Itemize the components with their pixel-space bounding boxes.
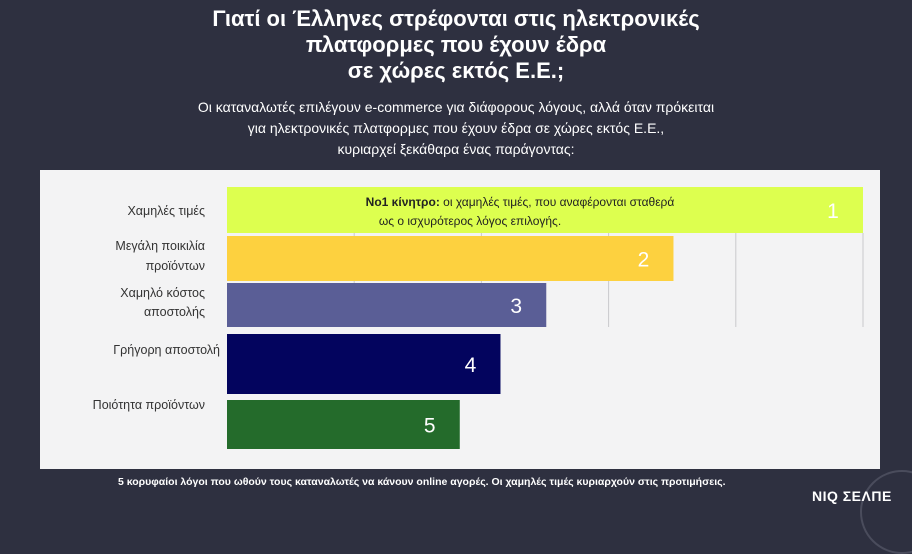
subtitle-line: Οι καταναλωτές επιλέγουν e-commerce για … <box>197 99 715 115</box>
bar <box>227 236 674 281</box>
logo: NIQ ΣΕΛΠΕ <box>812 488 892 504</box>
title-line: Γιατί οι Έλληνες στρέφονται στις ηλεκτρο… <box>212 6 700 31</box>
category-label: Χαμηλό κόστος <box>120 286 205 300</box>
annotation-line: No1 κίνητρο: οι χαμηλές τιμές, που αναφέ… <box>366 195 675 209</box>
data-label: 1 <box>827 200 839 223</box>
category-label: Ποιότητα προϊόντων <box>93 398 205 412</box>
chart-panel: 1 Χαμηλές τιμές 2 Μεγάλη ποικιλία προϊόντων 3… <box>40 170 880 469</box>
data-label: 4 <box>465 354 477 377</box>
data-label: 3 <box>510 295 522 318</box>
subtitle-line: για ηλεκτρονικές πλατφορμες που έχουν έδ… <box>247 120 665 136</box>
category-label: αποστολής <box>144 305 205 319</box>
footer-note: 5 κορυφαίοι λόγοι που ωθούν τους καταναλ… <box>118 476 726 488</box>
bar-chart: 1 Χαμηλές τιμές 2 Μεγάλη ποικιλία προϊόντων 3… <box>93 187 864 449</box>
page-subtitle: Οι καταναλωτές επιλέγουν e-commerce για … <box>0 97 912 160</box>
category-label: Γρήγορη αποστολή <box>113 343 220 357</box>
subtitle-line: κυριαρχεί ξεκάθαρα ένας παράγοντας: <box>337 141 575 157</box>
bar <box>227 187 863 233</box>
bar <box>227 400 460 449</box>
category-label: Μεγάλη ποικιλία <box>115 239 205 253</box>
title-line: πλατφορμες που έχουν έδρα <box>305 32 607 57</box>
category-label: Χαμηλές τιμές <box>127 204 205 218</box>
page-title: Γιατί οι Έλληνες στρέφονται στις ηλεκτρο… <box>0 6 912 84</box>
data-label: 5 <box>424 415 436 438</box>
title-line: σε χώρες εκτός Ε.Ε.; <box>347 58 565 83</box>
bar <box>227 334 501 394</box>
annotation-line: ως ο ισχυρότερος λόγος επιλογής. <box>379 214 561 228</box>
bar <box>227 283 547 327</box>
decorative-arc <box>860 470 912 554</box>
category-label: προϊόντων <box>146 259 205 273</box>
data-label: 2 <box>638 249 650 272</box>
